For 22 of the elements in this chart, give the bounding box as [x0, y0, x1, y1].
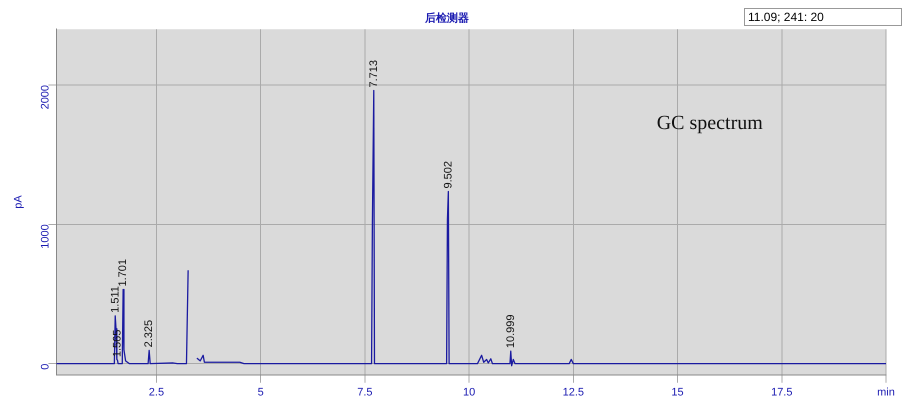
annotation: 1.565 [112, 330, 124, 358]
x-tick-label: 7.5 [357, 386, 373, 398]
x-tick-label: 15 [671, 386, 684, 398]
y-tick-label: 0 [39, 364, 52, 370]
x-tick-label: 2.5 [148, 386, 164, 398]
x-tick-label: 5 [258, 386, 264, 398]
x-tick-label: 10 [462, 386, 476, 398]
text: 11.09; 241: 20 [744, 8, 902, 26]
annotation: 7.713 [368, 60, 380, 88]
annotation: 1.511 [109, 286, 122, 313]
x-tick-label: min [877, 386, 895, 398]
annotation: 2.325 [143, 320, 156, 348]
y-tick-label: 2000 [39, 84, 52, 110]
chart-title: 后检测器 [424, 11, 469, 24]
x-tick-label: 17.5 [771, 386, 792, 398]
y-tick-label: 1000 [39, 224, 52, 249]
annotation: 9.502 [442, 161, 454, 189]
annotation: GC spectrum [656, 112, 764, 134]
annotation: 1.701 [117, 258, 130, 287]
x-tick-label: 12.5 [562, 386, 584, 398]
annotation: 10.999 [504, 314, 517, 348]
y-axis-title: pA [12, 194, 25, 209]
